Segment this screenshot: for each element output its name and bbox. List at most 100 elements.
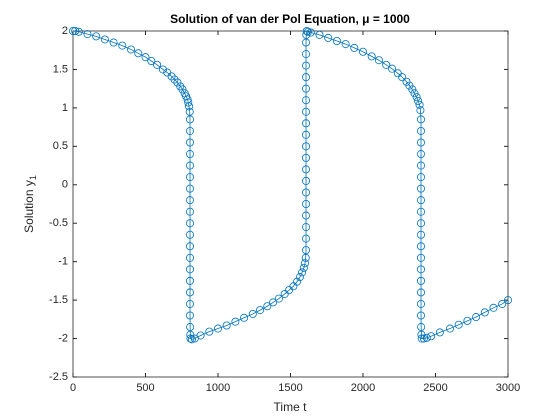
data-point: [302, 38, 311, 47]
data-point: [416, 207, 425, 216]
data-point: [186, 126, 195, 135]
x-tick-label: 1000: [206, 382, 230, 394]
data-point: [306, 28, 315, 37]
data-point: [141, 53, 150, 62]
data-point: [302, 176, 311, 185]
data-point: [302, 142, 311, 151]
data-point: [184, 98, 193, 107]
data-point: [186, 288, 195, 297]
data-point: [69, 26, 78, 35]
data-point: [274, 294, 283, 303]
data-point: [302, 73, 311, 82]
data-point: [472, 313, 481, 322]
data-point: [213, 324, 222, 333]
data-point: [186, 150, 195, 159]
data-point: [410, 89, 419, 98]
data-point: [408, 85, 417, 94]
data-point: [222, 321, 231, 330]
data-point: [416, 288, 425, 297]
data-point: [186, 253, 195, 262]
data-point: [416, 230, 425, 239]
data-point: [415, 100, 424, 109]
x-tick-label: 1500: [278, 382, 302, 394]
data-point: [240, 313, 249, 322]
chart-title: Solution of van der Pol Equation, μ = 10…: [170, 12, 410, 26]
data-point: [498, 299, 507, 308]
data-point: [302, 107, 311, 116]
data-point: [302, 61, 311, 70]
data-point: [416, 184, 425, 193]
y-tick-label: 2: [62, 25, 68, 37]
data-point: [295, 273, 304, 282]
data-point: [454, 320, 463, 329]
data-point: [489, 303, 498, 312]
data-point: [416, 311, 425, 320]
data-point: [463, 316, 472, 325]
data-point: [302, 199, 311, 208]
data-point: [324, 33, 333, 42]
y-tick-label: -1: [58, 256, 68, 268]
data-point: [71, 26, 80, 35]
data-point: [231, 317, 240, 326]
data-point: [416, 106, 425, 115]
data-point: [186, 299, 195, 308]
y-axis-label-main: Solution y: [22, 180, 36, 233]
data-point: [416, 299, 425, 308]
data-point: [427, 332, 436, 341]
y-axis-label: Solution y1: [22, 175, 38, 233]
data-point: [303, 27, 312, 36]
data-point: [417, 334, 426, 343]
data-point: [414, 96, 423, 105]
axes-box: [72, 30, 509, 378]
data-point: [302, 84, 311, 93]
data-point: [412, 93, 421, 102]
data-point: [186, 207, 195, 216]
y-tick-label: 1.5: [53, 63, 68, 75]
data-point: [503, 296, 512, 305]
data-point: [248, 309, 257, 318]
data-point: [205, 327, 214, 336]
data-point: [100, 35, 109, 44]
data-point: [92, 32, 101, 41]
data-point: [186, 265, 195, 274]
data-point: [186, 311, 195, 320]
data-point: [302, 26, 311, 35]
data-point: [298, 268, 307, 277]
data-point: [480, 308, 489, 317]
data-point: [186, 219, 195, 228]
data-point: [387, 64, 396, 73]
data-point: [302, 130, 311, 139]
data-point: [416, 196, 425, 205]
data-point: [186, 230, 195, 239]
data-point: [263, 302, 272, 311]
data-point: [184, 102, 193, 111]
data-point: [186, 276, 195, 285]
x-tick-label: 2500: [423, 382, 447, 394]
data-point: [416, 150, 425, 159]
data-point: [422, 333, 431, 342]
data-point: [367, 52, 376, 61]
data-point: [186, 323, 195, 332]
data-point: [186, 138, 195, 147]
data-point: [127, 45, 136, 54]
data-point: [302, 234, 311, 243]
data-point: [118, 41, 127, 50]
x-tick-label: 2000: [351, 382, 375, 394]
x-axis-label: Time t: [274, 400, 308, 414]
data-point: [416, 138, 425, 147]
data-point: [302, 211, 311, 220]
data-point: [186, 334, 195, 343]
data-point: [299, 263, 308, 272]
data-point: [417, 323, 426, 332]
data-point: [374, 56, 383, 65]
y-tick-label: -2: [58, 332, 68, 344]
plot-area: [73, 31, 508, 377]
data-point: [416, 265, 425, 274]
data-point: [419, 334, 428, 343]
data-point: [302, 96, 311, 105]
data-point: [416, 126, 425, 135]
data-point: [416, 253, 425, 262]
data-point: [186, 242, 195, 251]
data-point: [300, 259, 309, 268]
data-point: [269, 298, 278, 307]
